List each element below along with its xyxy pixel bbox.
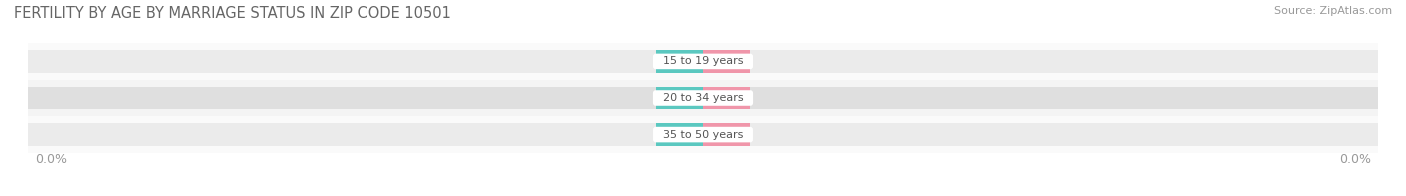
Text: 20 to 34 years: 20 to 34 years (655, 93, 751, 103)
Bar (703, 123, 751, 146)
Bar (655, 50, 703, 73)
Text: 0.0%: 0.0% (665, 130, 695, 140)
Text: FERTILITY BY AGE BY MARRIAGE STATUS IN ZIP CODE 10501: FERTILITY BY AGE BY MARRIAGE STATUS IN Z… (14, 6, 451, 21)
Bar (28, 43, 1378, 80)
Text: 0.0%: 0.0% (35, 153, 67, 166)
Bar (703, 87, 751, 109)
Text: 35 to 50 years: 35 to 50 years (655, 130, 751, 140)
Bar (28, 87, 1378, 109)
Bar (655, 123, 703, 146)
Bar (28, 50, 1378, 73)
Text: 0.0%: 0.0% (665, 93, 695, 103)
Text: 0.0%: 0.0% (665, 56, 695, 66)
Bar (703, 50, 751, 73)
Text: 15 to 19 years: 15 to 19 years (655, 56, 751, 66)
Text: 0.0%: 0.0% (711, 93, 741, 103)
Bar (28, 123, 1378, 146)
Bar (655, 87, 703, 109)
Text: Source: ZipAtlas.com: Source: ZipAtlas.com (1274, 6, 1392, 16)
Text: 0.0%: 0.0% (711, 56, 741, 66)
Text: 0.0%: 0.0% (1339, 153, 1371, 166)
Bar (28, 116, 1378, 153)
Bar (28, 80, 1378, 116)
Text: 0.0%: 0.0% (711, 130, 741, 140)
